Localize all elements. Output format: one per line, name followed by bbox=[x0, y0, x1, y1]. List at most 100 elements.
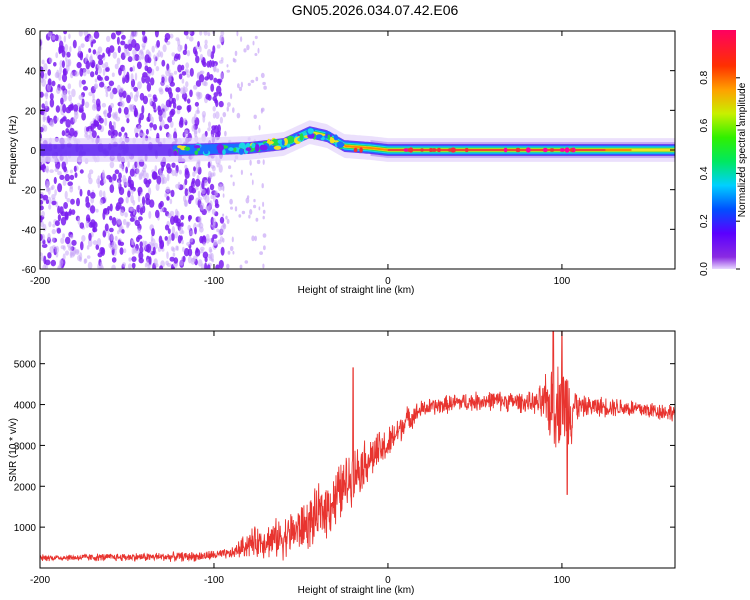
noise-dot bbox=[156, 40, 161, 48]
noise-dot bbox=[185, 81, 189, 88]
noise-dot bbox=[183, 118, 187, 123]
colorbar-tick-label: 0.4 bbox=[699, 166, 710, 180]
noise-dot bbox=[45, 265, 48, 269]
noise-dot bbox=[49, 121, 54, 127]
noise-dot bbox=[42, 223, 47, 232]
noise-dot bbox=[78, 79, 82, 88]
noise-dot bbox=[97, 252, 103, 258]
noise-dot bbox=[73, 165, 77, 173]
noise-dot bbox=[206, 71, 210, 80]
noise-dot bbox=[211, 60, 215, 68]
noise-dot bbox=[260, 72, 265, 79]
noise-dot bbox=[99, 81, 105, 88]
noise-dot bbox=[201, 180, 205, 190]
noise-dot bbox=[130, 194, 134, 204]
noise-dot bbox=[75, 111, 79, 120]
noise-dot bbox=[109, 203, 113, 212]
noise-dot bbox=[239, 264, 243, 269]
noise-dot bbox=[102, 178, 107, 184]
noise-dot bbox=[164, 33, 171, 41]
noise-dot bbox=[127, 43, 133, 52]
noise-dot bbox=[199, 246, 205, 251]
colorbar-tick-label: 0.6 bbox=[699, 118, 710, 132]
noise-dot bbox=[203, 31, 208, 36]
snr-frame bbox=[39, 330, 676, 569]
noise-dot bbox=[146, 243, 152, 253]
noise-dot bbox=[172, 247, 176, 253]
noise-dot bbox=[135, 90, 139, 98]
noise-dot bbox=[97, 175, 100, 181]
noise-dot bbox=[259, 251, 263, 256]
noise-dot bbox=[119, 163, 122, 169]
noise-dot bbox=[69, 169, 73, 174]
noise-dot bbox=[262, 263, 265, 269]
noise-dot bbox=[254, 235, 257, 242]
noise-dot bbox=[78, 94, 84, 101]
track-hot-blob bbox=[542, 147, 548, 153]
noise-dot bbox=[82, 86, 88, 91]
noise-dot bbox=[145, 179, 151, 188]
noise-dot bbox=[49, 93, 54, 101]
noise-dot bbox=[40, 91, 44, 98]
noise-dot bbox=[107, 49, 111, 57]
noise-dot bbox=[248, 214, 251, 219]
noise-dot bbox=[111, 264, 116, 269]
noise-dot bbox=[126, 71, 130, 81]
noise-dot bbox=[102, 230, 107, 238]
noise-dot bbox=[51, 35, 56, 41]
noise-dot bbox=[60, 216, 67, 226]
noise-dot bbox=[152, 171, 158, 180]
noise-dot bbox=[157, 50, 161, 58]
noise-dot bbox=[181, 239, 184, 245]
noise-dot bbox=[93, 84, 97, 90]
noise-dot bbox=[114, 63, 119, 70]
noise-dot bbox=[184, 68, 189, 73]
noise-dot bbox=[125, 48, 129, 55]
noise-dot bbox=[81, 112, 86, 121]
noise-dot bbox=[91, 130, 97, 139]
track-blob bbox=[251, 142, 256, 149]
noise-dot bbox=[141, 169, 145, 177]
noise-dot bbox=[214, 190, 218, 197]
track-hot-blob bbox=[353, 147, 358, 153]
noise-dot bbox=[226, 263, 230, 269]
noise-dot bbox=[139, 246, 144, 254]
noise-dot bbox=[131, 262, 136, 269]
noise-dot bbox=[186, 50, 191, 57]
noise-dot bbox=[67, 90, 71, 95]
noise-dot bbox=[129, 207, 135, 212]
spectrogram-y-tick-label: -20 bbox=[22, 186, 37, 197]
colorbar-tick-label: 0.8 bbox=[699, 70, 710, 84]
noise-dot bbox=[165, 260, 169, 266]
noise-dot bbox=[119, 241, 125, 246]
noise-dot bbox=[192, 171, 196, 177]
noise-dot bbox=[67, 181, 73, 187]
noise-dot bbox=[171, 226, 176, 235]
noise-dot bbox=[220, 31, 225, 37]
noise-dot bbox=[262, 201, 265, 207]
noise-dot bbox=[144, 54, 150, 63]
noise-dot bbox=[249, 209, 253, 215]
noise-dot bbox=[59, 118, 64, 124]
noise-dot bbox=[155, 183, 160, 192]
track-blob bbox=[286, 143, 291, 148]
noise-dot bbox=[226, 69, 231, 73]
noise-dot bbox=[132, 49, 137, 56]
noise-dot bbox=[188, 215, 191, 222]
noise-dot bbox=[191, 257, 196, 263]
noise-dot bbox=[133, 109, 138, 118]
noise-dot bbox=[123, 106, 129, 115]
track-blob bbox=[333, 136, 339, 141]
noise-dot bbox=[90, 123, 95, 132]
noise-dot bbox=[123, 248, 127, 253]
noise-dot bbox=[152, 246, 156, 255]
noise-dot bbox=[142, 45, 146, 50]
noise-dot bbox=[250, 79, 255, 83]
noise-dot bbox=[138, 216, 143, 221]
noise-dot bbox=[261, 107, 265, 112]
noise-dot bbox=[112, 121, 116, 125]
noise-dot bbox=[62, 179, 67, 186]
noise-dot bbox=[77, 217, 81, 225]
track-blob bbox=[271, 138, 280, 146]
noise-dot bbox=[148, 210, 152, 219]
